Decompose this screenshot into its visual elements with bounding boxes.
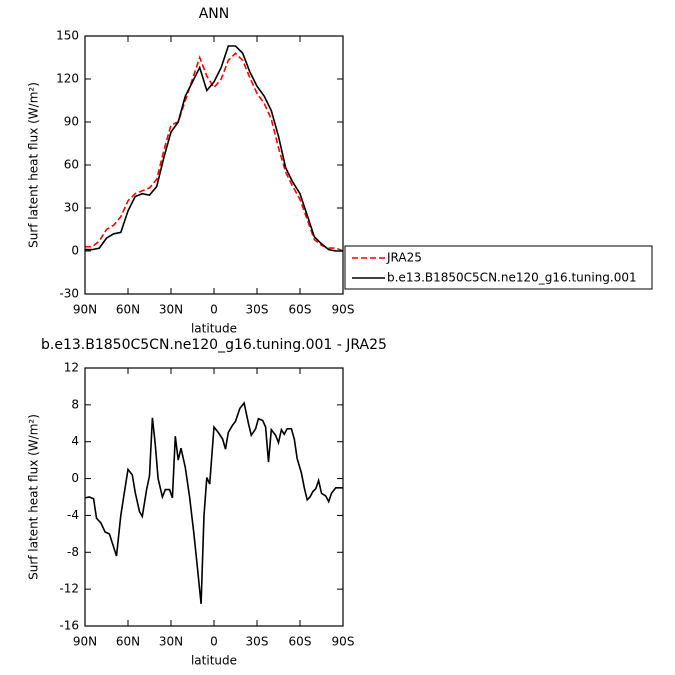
x-tick-label: 0: [210, 303, 218, 317]
legend-box: [344, 245, 653, 290]
y-tick-label: 60: [64, 158, 79, 172]
y-tick-label: 150: [56, 29, 79, 43]
x-tick-label: 30S: [246, 635, 269, 649]
x-tick-label: 90N: [73, 635, 97, 649]
series-line: [85, 45, 343, 252]
y-tick-label: 12: [64, 361, 79, 375]
chart-title: ANN: [199, 6, 230, 22]
x-tick-label: 90N: [73, 303, 97, 317]
y-tick-label: -12: [59, 582, 79, 596]
x-tick-label: 60N: [116, 635, 140, 649]
series-line: [84, 401, 343, 604]
x-axis-label: latitude: [191, 654, 237, 668]
plot-frame: [84, 367, 344, 627]
x-tick-label: 60S: [289, 303, 312, 317]
x-tick-label: 60S: [289, 635, 312, 649]
x-axis-label: latitude: [191, 322, 237, 336]
legend-label: b.e13.B1850C5CN.ne120_g16.tuning.001: [387, 271, 637, 285]
x-tick-label: 30N: [159, 303, 183, 317]
y-tick-label: -4: [67, 508, 79, 522]
y-tick-label: 90: [64, 115, 79, 129]
x-tick-label: 90S: [332, 303, 355, 317]
y-tick-label: -8: [67, 545, 79, 559]
x-tick-label: 30N: [159, 635, 183, 649]
x-tick-label: 0: [210, 635, 218, 649]
y-tick-label: -30: [59, 287, 79, 301]
x-tick-label: 90S: [332, 635, 355, 649]
y-tick-label: 0: [71, 471, 79, 485]
y-tick-label: 120: [56, 72, 79, 86]
y-tick-label: 4: [71, 434, 79, 448]
y-tick-label: 30: [64, 201, 79, 215]
y-axis-label: Surf latent heat flux (W/m²): [27, 414, 41, 580]
y-tick-label: 0: [71, 244, 79, 258]
plot-frame: [84, 35, 344, 295]
chart-title: b.e13.B1850C5CN.ne120_g16.tuning.001 - J…: [41, 337, 387, 353]
y-tick-label: -16: [59, 619, 79, 633]
x-tick-label: 30S: [246, 303, 269, 317]
legend-label: JRA25: [386, 251, 422, 265]
x-tick-label: 60N: [116, 303, 140, 317]
y-axis-label: Surf latent heat flux (W/m²): [27, 82, 41, 248]
series-line: [85, 52, 344, 252]
y-tick-label: 8: [71, 397, 79, 411]
